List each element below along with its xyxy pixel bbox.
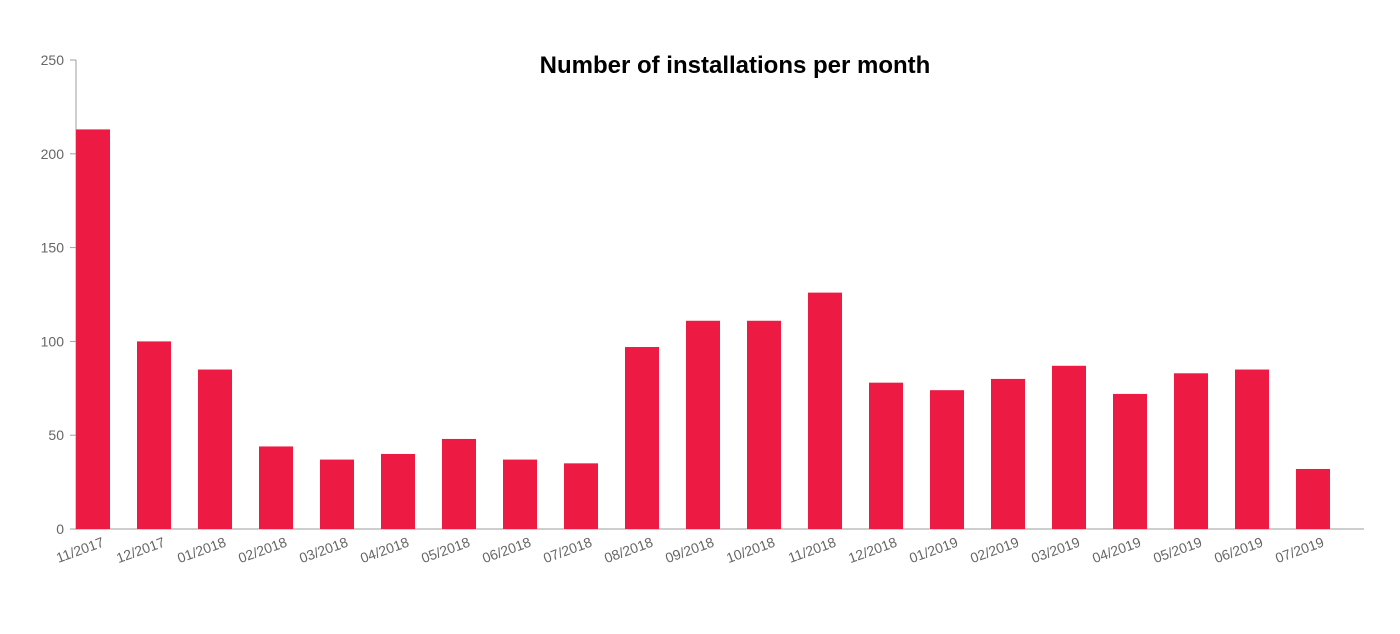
y-tick-label: 200 (41, 146, 65, 162)
x-tick-label: 10/2018 (724, 534, 777, 566)
x-tick-label: 02/2019 (968, 534, 1021, 566)
y-tick-label: 150 (41, 240, 65, 256)
x-tick-label: 06/2019 (1212, 534, 1265, 566)
bar (503, 459, 537, 529)
x-tick-label: 12/2018 (846, 534, 899, 566)
x-tick-label: 11/2018 (786, 534, 838, 566)
y-tick-label: 100 (41, 333, 65, 349)
bar (686, 320, 720, 529)
bar (869, 382, 903, 529)
bar (320, 459, 354, 529)
bar (991, 378, 1025, 529)
bar (1296, 468, 1330, 529)
bar (1235, 369, 1269, 529)
x-tick-label: 01/2018 (175, 534, 228, 566)
x-tick-label: 11/2017 (54, 534, 106, 566)
x-tick-label: 07/2018 (541, 534, 594, 566)
bar (808, 292, 842, 529)
bar (564, 463, 598, 529)
bar (747, 320, 781, 529)
bar (1113, 393, 1147, 529)
bar (76, 129, 110, 530)
bar (625, 347, 659, 529)
chart-title: Number of installations per month (540, 52, 931, 79)
x-tick-label: 04/2019 (1090, 534, 1143, 566)
x-tick-label: 03/2018 (297, 534, 350, 566)
x-tick-label: 05/2018 (419, 534, 472, 566)
x-tick-label: 08/2018 (602, 534, 655, 566)
x-tick-label: 07/2019 (1273, 534, 1326, 566)
x-tick-label: 06/2018 (480, 534, 533, 566)
x-tick-label: 03/2019 (1029, 534, 1082, 566)
bar (442, 438, 476, 529)
bar (381, 453, 415, 529)
y-tick-label: 250 (41, 52, 65, 68)
bar (259, 446, 293, 529)
bar (198, 369, 232, 529)
x-tick-label: 01/2019 (907, 534, 960, 566)
bar (1174, 373, 1208, 529)
x-axis: 11/2017 12/2017 01/2018 02/2018 03/2018 04/20… (54, 528, 1364, 566)
x-tick-label: 09/2018 (663, 534, 716, 566)
x-tick-label: 02/2018 (236, 534, 289, 566)
bar (1052, 365, 1086, 529)
y-tick-label: 50 (48, 427, 64, 443)
y-axis: 0 50 100 150 200 250 (41, 52, 77, 537)
bars-group (76, 129, 1330, 530)
bar (137, 341, 171, 529)
x-tick-label: 04/2018 (358, 534, 411, 566)
x-tick-label: 05/2019 (1151, 534, 1204, 566)
bar (930, 390, 964, 529)
x-tick-label: 12/2017 (114, 534, 167, 566)
y-tick-label: 0 (56, 521, 64, 537)
